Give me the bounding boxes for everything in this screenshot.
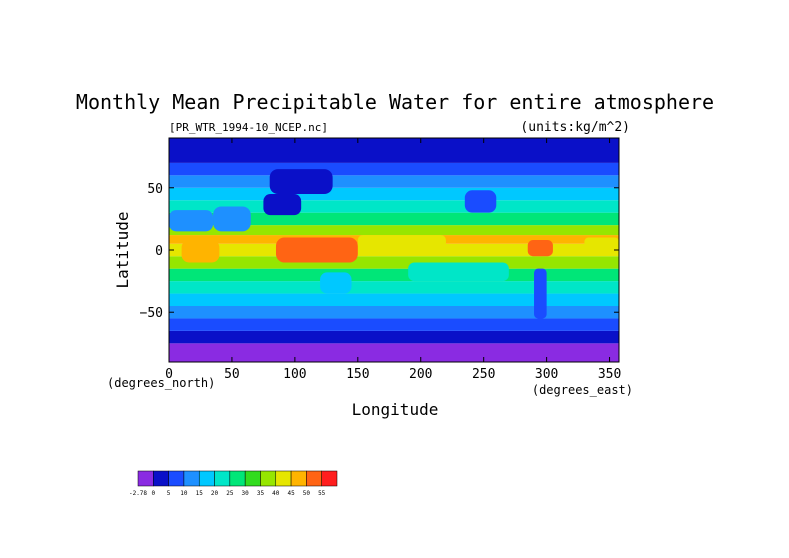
latitude-band	[169, 175, 619, 188]
colorbar-label: 55	[318, 490, 326, 497]
latitude-band	[169, 343, 619, 362]
colorbar-label: 50	[303, 490, 311, 497]
colorbar-label: -2.78	[129, 490, 147, 497]
latitude-band	[169, 281, 619, 294]
colorbar-label: 40	[272, 490, 280, 497]
latitude-band	[169, 212, 619, 226]
x-tick-label: 100	[283, 367, 306, 382]
colorbar-label: 25	[226, 490, 234, 497]
x-tick-label: 250	[472, 367, 495, 382]
colorbar-swatch	[321, 470, 338, 487]
latitude-band	[169, 225, 619, 236]
y-axis-unit: (degrees_north)	[107, 376, 215, 390]
latitude-band	[169, 162, 619, 176]
colorbar-swatch	[214, 470, 231, 487]
colorbar-label: 30	[242, 490, 250, 497]
chart-title: Monthly Mean Precipitable Water for enti…	[76, 90, 714, 114]
colorbar: -2.78 0 5 10 15 20 25 30 35 40 45 50 55	[129, 470, 338, 497]
y-tick-label: 0	[155, 244, 163, 259]
colorbar-label: 10	[180, 490, 188, 497]
latitude-band	[169, 318, 619, 331]
x-axis: 0 50 100 150 200 250 300 350	[165, 138, 621, 382]
latitude-band	[169, 187, 619, 201]
x-axis-label: Longitude	[352, 400, 439, 419]
colorbar-swatch	[137, 470, 154, 487]
colorbar-label: 5	[167, 490, 171, 497]
y-axis: 50 0 −50	[140, 182, 619, 321]
x-tick-label: 0	[165, 367, 173, 382]
field-region	[408, 262, 509, 282]
latitude-band	[169, 306, 619, 319]
colorbar-swatch	[198, 470, 215, 487]
file-label: [PR_WTR_1994-10_NCEP.nc]	[169, 121, 328, 134]
colorbar-label: 20	[211, 490, 219, 497]
latitude-band	[169, 293, 619, 306]
field-region	[275, 237, 358, 263]
field-region	[169, 210, 214, 232]
colorbar-swatch	[260, 470, 277, 487]
y-tick-label: −50	[140, 306, 163, 321]
y-tick-label: 50	[147, 182, 163, 197]
colorbar-swatch	[183, 470, 200, 487]
field-region	[269, 169, 333, 194]
field-region	[213, 206, 251, 232]
field-region	[263, 194, 302, 216]
latitude-band	[169, 268, 619, 282]
field-region	[584, 237, 619, 250]
y-axis-label: Latitude	[113, 211, 132, 288]
latitude-band	[169, 256, 619, 269]
colorbar-swatch	[244, 470, 261, 487]
x-tick-label: 350	[598, 367, 621, 382]
field-region	[464, 190, 497, 213]
colorbar-label: 45	[287, 490, 295, 497]
plot-area	[169, 138, 619, 362]
field-region	[320, 272, 352, 294]
field-region	[534, 268, 547, 319]
colorbar-label: 15	[196, 490, 204, 497]
colorbar-swatch	[168, 470, 185, 487]
colorbar-label: 0	[151, 490, 155, 497]
latitude-band	[169, 138, 619, 163]
field-region	[527, 240, 553, 257]
colorbar-swatch	[275, 470, 292, 487]
field-region	[181, 240, 220, 263]
x-tick-label: 300	[535, 367, 558, 382]
x-tick-label: 50	[224, 367, 240, 382]
field-region	[357, 235, 446, 250]
colorbar-swatch	[153, 470, 169, 487]
latitude-band	[169, 330, 619, 344]
colorbar-swatch	[306, 470, 322, 487]
x-tick-label: 200	[409, 367, 432, 382]
colorbar-swatch	[229, 470, 246, 487]
units-label: (units:kg/m^2)	[520, 120, 630, 135]
colorbar-swatch	[290, 470, 307, 487]
colorbar-label: 35	[257, 490, 265, 497]
x-axis-unit: (degrees_east)	[532, 383, 633, 397]
x-tick-label: 150	[346, 367, 369, 382]
